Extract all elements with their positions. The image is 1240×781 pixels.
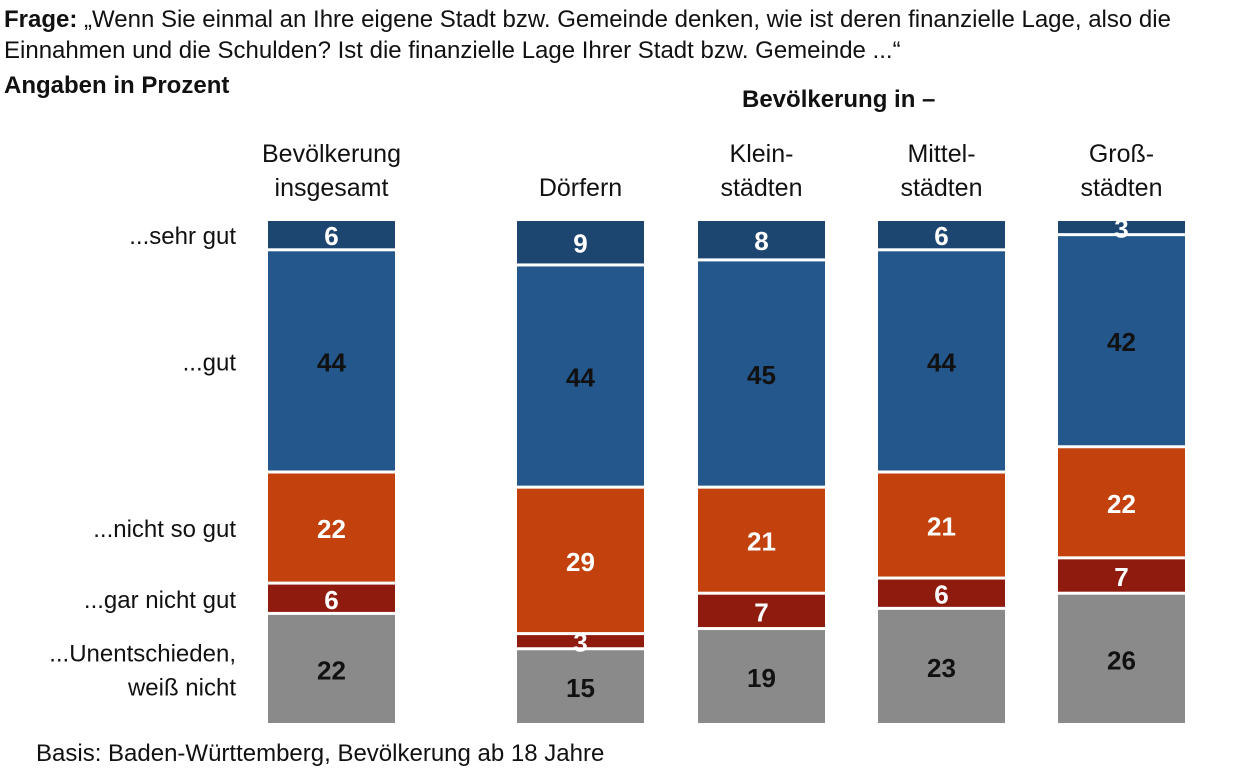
value-label: 7 [1114, 562, 1128, 592]
bar-segment [878, 221, 1005, 249]
value-label: 15 [566, 673, 595, 703]
bar-segment [1058, 448, 1185, 557]
value-label: 42 [1107, 327, 1136, 357]
value-label: 22 [317, 514, 346, 544]
value-label: 26 [1107, 645, 1136, 675]
column-label: Bevölkerung [262, 140, 401, 168]
value-label: 3 [573, 628, 587, 658]
bar-segment [517, 266, 644, 486]
series-label: weiß nicht [127, 674, 236, 701]
series-label: ...gut [183, 349, 237, 376]
value-label: 21 [747, 527, 776, 557]
value-label: 3 [1114, 214, 1128, 244]
value-label: 8 [754, 226, 768, 256]
series-label: ...nicht so gut [93, 516, 236, 543]
value-label: 44 [317, 347, 346, 377]
bar-segment [878, 609, 1005, 723]
column-label: Mittel- [907, 140, 975, 168]
bar-segment [268, 221, 395, 249]
group-title: Bevölkerung in – [742, 86, 936, 113]
bar-segment [268, 614, 395, 723]
value-label: 44 [566, 363, 595, 393]
column-label: städten [900, 174, 982, 202]
question-body: „Wenn Sie einmal an Ihre eigene Stadt bz… [4, 6, 1171, 64]
column-label: Dörfern [539, 174, 622, 202]
value-label: 29 [566, 547, 595, 577]
series-label: ...Unentschieden, [49, 640, 236, 667]
value-label: 9 [573, 229, 587, 259]
bar-segments [268, 221, 1185, 723]
value-label: 23 [927, 653, 956, 683]
value-label: 45 [747, 360, 776, 390]
bar-segment [698, 488, 825, 592]
column-labels: Bevölkerung insgesamt Dörfern Klein-städten… [262, 140, 1163, 202]
bar-segment [268, 251, 395, 471]
column-label: Groß- [1089, 140, 1154, 168]
bar-segment [1058, 594, 1185, 723]
value-label: 19 [747, 663, 776, 693]
bar-segment [698, 261, 825, 486]
bar-segment [878, 579, 1005, 607]
column-label: Klein- [730, 140, 794, 168]
value-label: 6 [324, 221, 338, 251]
chart-subtitle: Angaben in Prozent [4, 72, 230, 99]
value-label: 6 [934, 221, 948, 251]
value-label: 7 [754, 597, 768, 627]
question-text: Frage: „Wenn Sie einmal an Ihre eigene S… [4, 4, 1236, 66]
bar-segment [878, 251, 1005, 471]
series-label: ...sehr gut [129, 223, 236, 250]
bar-segment [517, 650, 644, 723]
bar-segment [698, 221, 825, 259]
value-label: 6 [934, 580, 948, 610]
value-label: 22 [1107, 489, 1136, 519]
footer-basis: Basis: Baden-Württemberg, Bevölkerung ab… [36, 740, 605, 767]
value-label: 6 [324, 585, 338, 615]
bar-segment [517, 635, 644, 648]
column-label: insgesamt [275, 174, 389, 202]
column-label: städten [720, 174, 802, 202]
bar-segment [1058, 559, 1185, 592]
bar-segment [878, 473, 1005, 577]
column-label: städten [1080, 174, 1162, 202]
series-label: ...gar nicht gut [84, 587, 236, 614]
value-label: 44 [927, 347, 956, 377]
value-label: 21 [927, 512, 956, 542]
value-label: 22 [317, 655, 346, 685]
question-lead: Frage: [4, 6, 78, 33]
bar-segment [517, 221, 644, 264]
bar-segment [1058, 236, 1185, 446]
bar-segment [1058, 221, 1185, 234]
bar-segment [698, 594, 825, 628]
bar-segment [698, 630, 825, 723]
bar-segment [517, 488, 644, 633]
row-labels: ...sehr gut ...gut ...nicht so gut ...gar n… [49, 223, 236, 701]
bar-segment [268, 584, 395, 612]
bar-segment [268, 473, 395, 582]
value-labels: 6 44 22 6 22 9 44 29 3 15 8 45 21 7 19 6 44 21 6 23 3 42 22 7 26 [317, 214, 1136, 704]
